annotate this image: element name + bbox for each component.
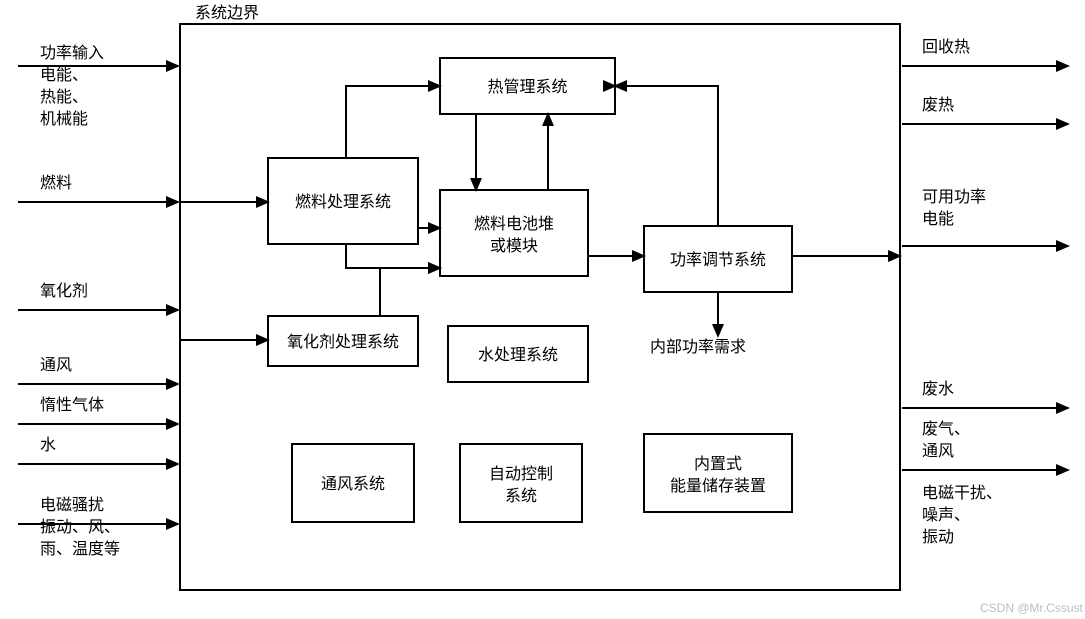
label: 能量储存装置	[670, 477, 766, 495]
label: 燃料处理系统	[295, 193, 391, 211]
edge	[615, 86, 718, 226]
label: 电磁干扰、	[922, 484, 1002, 502]
label: 通风系统	[321, 475, 385, 493]
label: 水处理系统	[478, 346, 558, 364]
edge	[346, 86, 440, 158]
label: 通风	[922, 442, 954, 460]
label: 雨、温度等	[40, 540, 120, 558]
label: 电能	[922, 210, 954, 228]
label: 惰性气体	[40, 396, 104, 414]
label: 电能、	[40, 66, 88, 84]
label: 振动	[922, 528, 954, 546]
label: 系统边界	[195, 4, 259, 22]
label: 内置式	[694, 455, 742, 473]
node-auto	[460, 444, 582, 522]
label: 电磁骚扰	[40, 496, 104, 514]
label: 机械能	[40, 110, 88, 128]
label: 燃料	[40, 174, 72, 192]
label: 系统	[505, 487, 537, 505]
node-stack	[440, 190, 588, 276]
label: 内部功率需求	[650, 338, 746, 356]
label: 废气、	[922, 420, 970, 438]
label: 或模块	[490, 237, 538, 255]
label: 振动、风、	[40, 518, 120, 536]
edge	[346, 244, 440, 268]
watermark: CSDN @Mr.Cssust	[980, 601, 1084, 615]
label: 氧化剂处理系统	[287, 333, 399, 351]
label: 可用功率	[922, 188, 986, 206]
label: 热管理系统	[487, 78, 567, 96]
label: 功率调节系统	[670, 251, 766, 269]
label: 噪声、	[922, 506, 970, 524]
label: 废水	[922, 380, 954, 398]
node-storage	[644, 434, 792, 512]
label: 氧化剂	[40, 282, 88, 300]
edge	[380, 268, 440, 316]
label: 燃料电池堆	[474, 215, 554, 233]
diagram-canvas: 系统边界热管理系统燃料处理系统燃料电池堆或模块功率调节系统氧化剂处理系统水处理系…	[0, 0, 1085, 619]
label: 热能、	[40, 88, 88, 106]
label: 通风	[40, 356, 72, 374]
label: 功率输入	[40, 44, 104, 62]
label: 废热	[922, 96, 954, 114]
label: 回收热	[922, 38, 970, 56]
label: 水	[40, 436, 56, 454]
label: 自动控制	[489, 465, 553, 483]
